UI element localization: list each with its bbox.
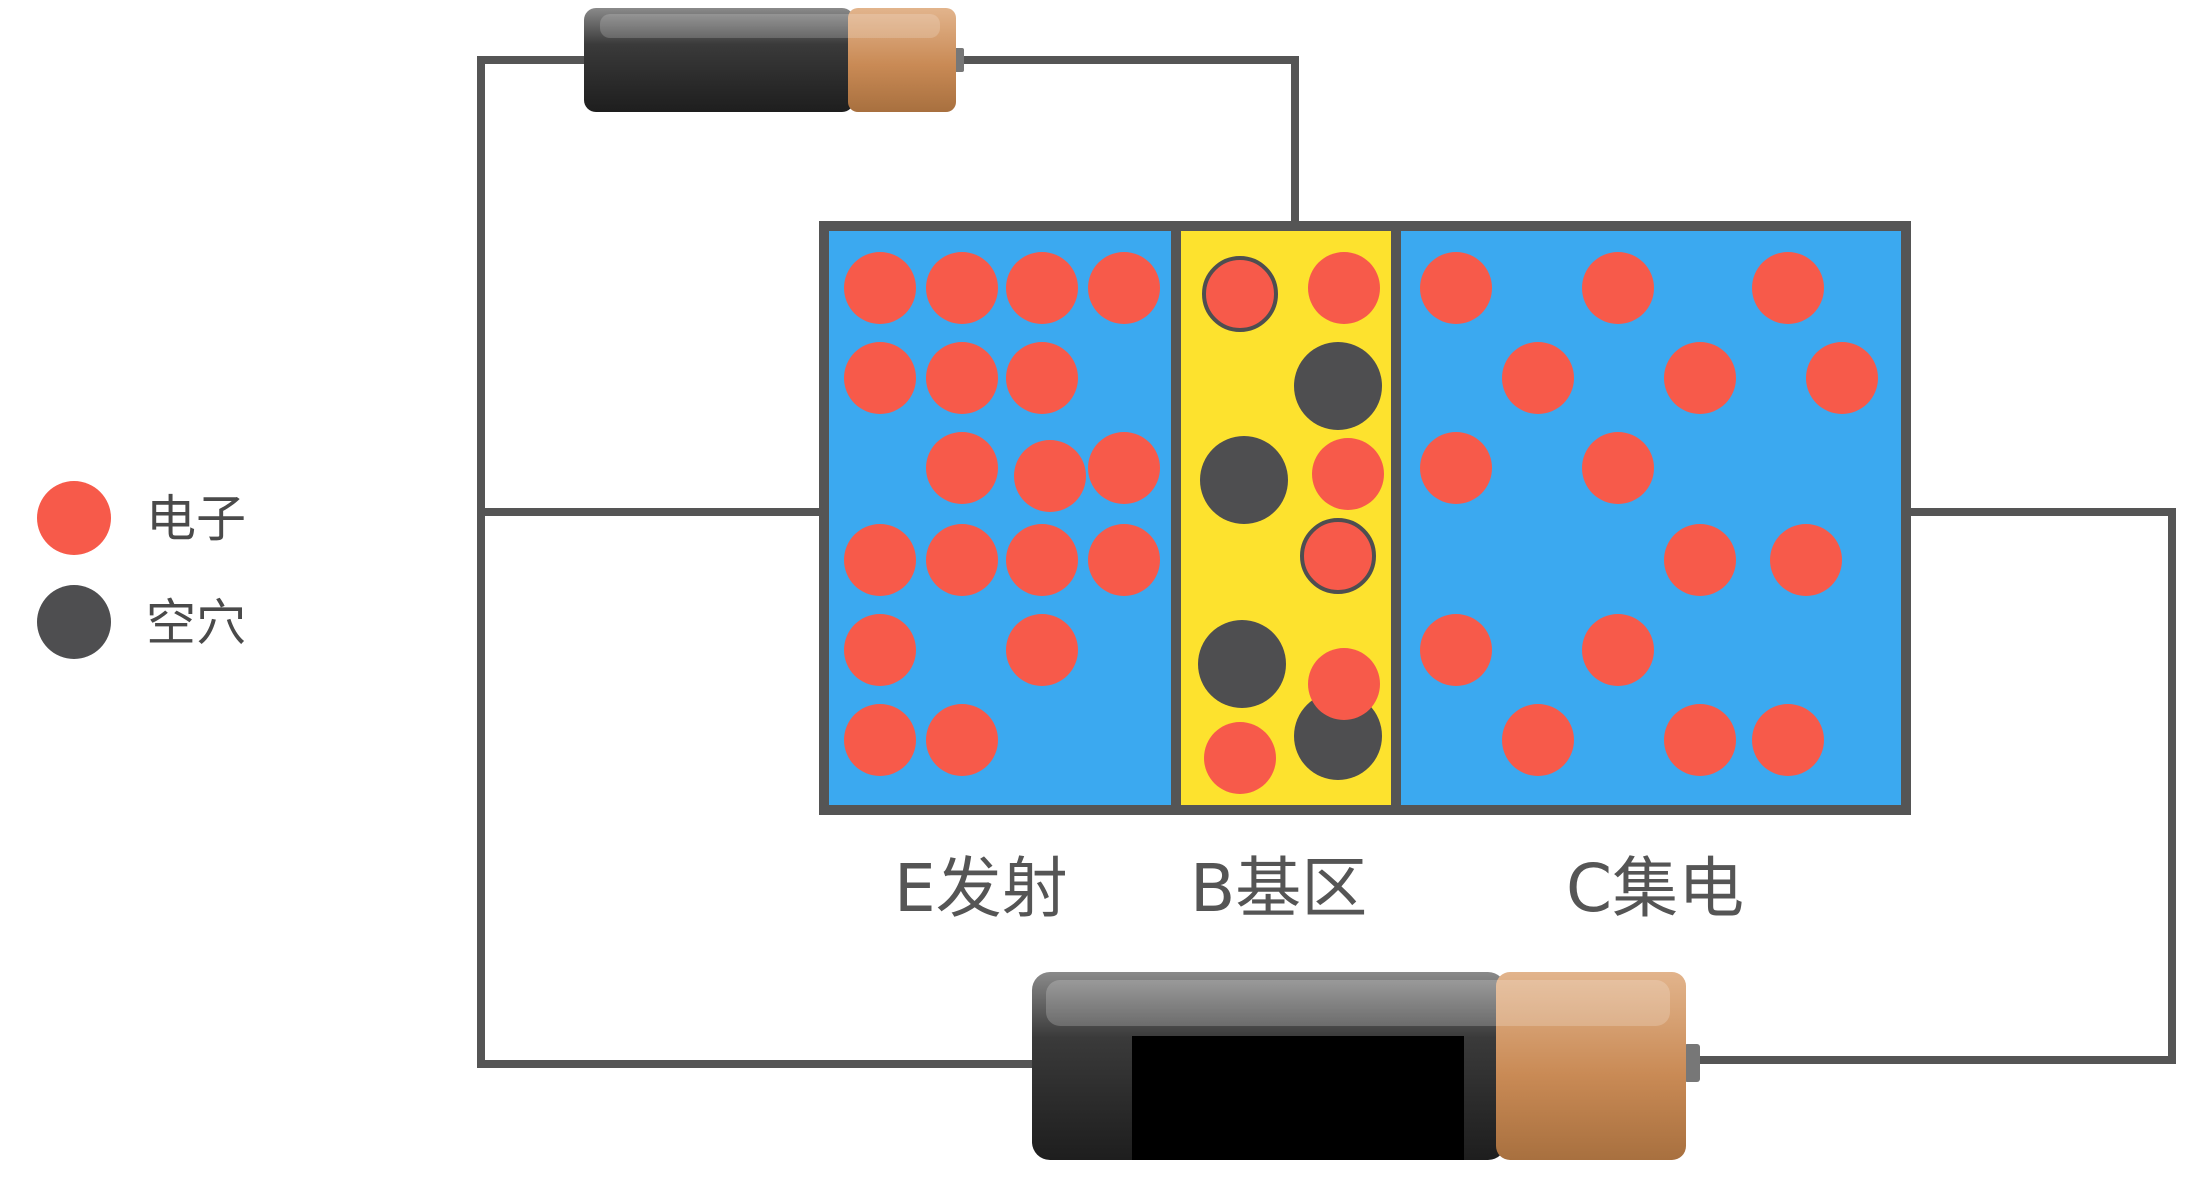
electron [1664,704,1736,776]
electron [1202,256,1278,332]
electron [1420,614,1492,686]
electron [1308,648,1380,720]
electron [1006,252,1078,324]
wire-collector [1692,508,2176,1064]
electron [1300,518,1376,594]
small-battery [584,8,964,112]
hole [1294,342,1382,430]
small-battery-cap [848,8,956,112]
legend-electron-marker [37,481,111,555]
legend-hole-marker [37,585,111,659]
wire-top-left [477,56,1040,1068]
electron [1312,438,1384,510]
electron [844,524,916,596]
large-battery-highlight [1046,980,1670,1026]
electron [926,704,998,776]
electron [926,252,998,324]
electron [844,704,916,776]
electron [1582,614,1654,686]
electron [1582,252,1654,324]
collector-label: C集电 [1566,850,1745,927]
emitter-label: E发射 [894,850,1068,927]
electron [1664,342,1736,414]
electron [1502,704,1574,776]
electron [1088,252,1160,324]
electron [1308,252,1380,324]
wire-top-right [950,56,1299,226]
electron [1806,342,1878,414]
circuit-wires [477,56,2176,1068]
electron [1664,524,1736,596]
large-battery [1032,972,1700,1160]
legend-hole-label: 空穴 [146,594,246,652]
electron [844,614,916,686]
collector-region [1396,226,1906,810]
electron [1752,252,1824,324]
large-battery-label-block [1132,1036,1464,1160]
electron [1006,614,1078,686]
small-battery-body [584,8,854,112]
hole [1198,620,1286,708]
electron [1770,524,1842,596]
electron [844,252,916,324]
large-battery-cap [1496,972,1686,1160]
large-battery-terminal [1684,1044,1700,1082]
particles [844,252,1878,794]
small-battery-highlight [600,14,940,38]
hole [1200,436,1288,524]
electron [1204,722,1276,794]
electron [1420,252,1492,324]
electron [1088,432,1160,504]
transistor-outline [819,221,1911,815]
electron [1502,342,1574,414]
electron [1006,342,1078,414]
electron [926,342,998,414]
electron [844,342,916,414]
base-label: B基区 [1190,850,1368,927]
electron [926,524,998,596]
electron [1420,432,1492,504]
electron [1014,440,1086,512]
legend-electron-label: 电子 [146,490,246,548]
electron [1582,432,1654,504]
electron [926,432,998,504]
electron [1006,524,1078,596]
electron [1752,704,1824,776]
electron [1088,524,1160,596]
